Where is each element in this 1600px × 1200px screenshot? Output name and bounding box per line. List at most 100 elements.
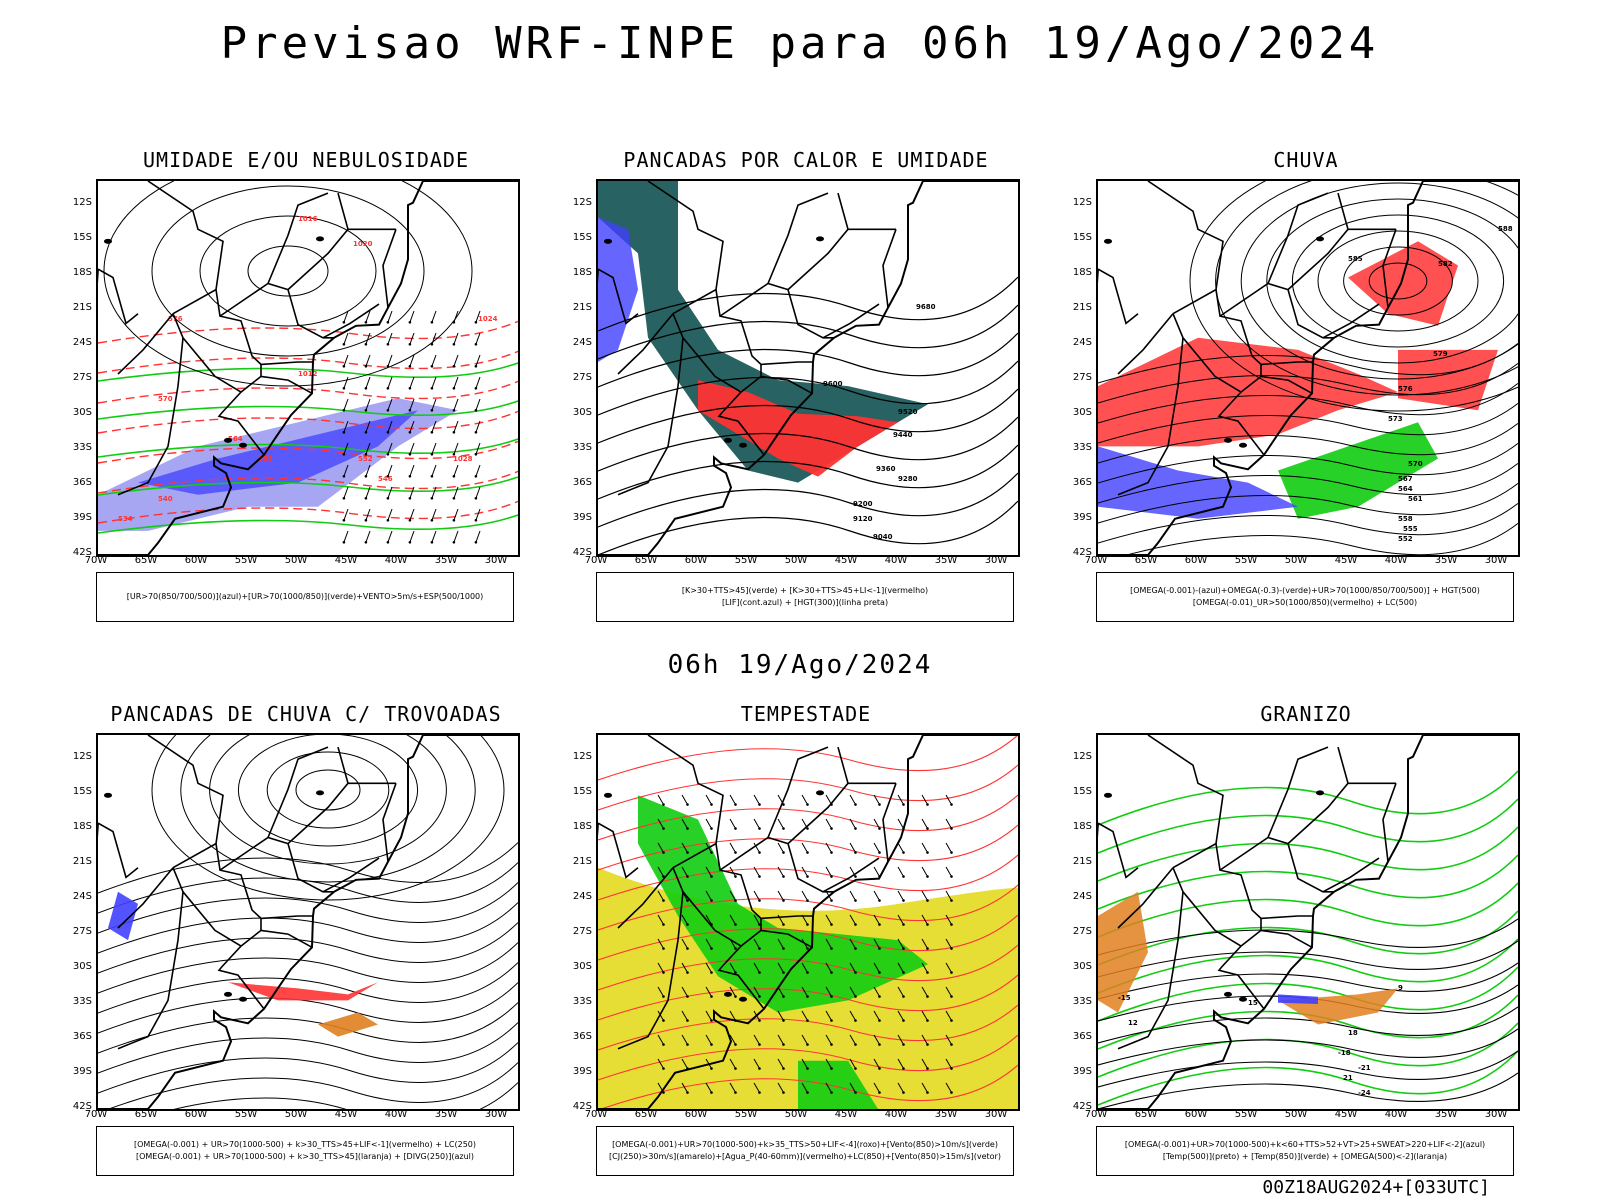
longitude-tick-label: 30W [984, 1109, 1008, 1120]
latitude-tick-label: 24S [572, 337, 592, 348]
contour-label: 1028 [453, 455, 473, 463]
contour-label: 21 [1343, 1074, 1353, 1082]
latitude-tick-label: 39S [1072, 512, 1092, 523]
legend-line: [UR>70(850/700/500)](azul)+[UR>70(1000/8… [126, 592, 484, 601]
latitude-tick-label: 27S [1072, 926, 1092, 937]
mid-title: 06h 19/Ago/2024 [667, 650, 933, 680]
latitude-tick-label: 39S [572, 1066, 592, 1077]
contour-label: 573 [1388, 415, 1403, 423]
longitude-tick-label: 40W [884, 555, 908, 566]
latitude-tick-label: 42S [572, 547, 592, 558]
latitude-tick-label: 12S [72, 751, 92, 762]
latitude-tick-label: 30S [72, 407, 92, 418]
weather-map: 1016 1020 1024 1028 1012 576 570 564 558 552 546 54… [96, 179, 520, 557]
map-canvas [98, 735, 518, 1109]
map-canvas: -15 -18 -21 -24 9 12 15 18 21 [1098, 735, 1518, 1109]
legend-line: [OMEGA(-0.001)-(azul)+OMEGA(-0.3)-(verde… [1130, 586, 1480, 595]
legend-line: [K>30+TTS>45](verde) + [K>30+TTS>45+LI<-… [681, 586, 929, 595]
contour-label: 9120 [853, 515, 873, 523]
latitude-tick-label: 30S [1072, 961, 1092, 972]
contour-label: 555 [1403, 525, 1418, 533]
legend-box: [K>30+TTS>45](verde) + [K>30+TTS>45+LI<-… [596, 572, 1014, 622]
longitude-tick-label: 35W [934, 555, 958, 566]
longitude-tick-label: 30W [484, 1109, 508, 1120]
legend-box: [OMEGA(-0.001)+UR>70(1000-500)+k<60+TTS>… [1096, 1126, 1514, 1176]
latitude-tick-label: 15S [1072, 232, 1092, 243]
latitude-tick-label: 36S [572, 477, 592, 488]
latitude-tick-label: 42S [72, 1101, 92, 1112]
contour-label: 564 [1398, 485, 1413, 493]
longitude-tick-label: 50W [1284, 1109, 1308, 1120]
contour-label: 1020 [353, 240, 373, 248]
map-canvas: 588 585 582 579 576 573 570 567 564 561 558 555 552 [1098, 181, 1518, 555]
latitude-tick-label: 24S [1072, 337, 1092, 348]
longitude-tick-label: 50W [784, 555, 808, 566]
longitude-tick-label: 60W [684, 1109, 708, 1120]
contour-label: 558 [258, 455, 273, 463]
longitude-tick-label: 65W [1134, 1109, 1158, 1120]
longitude-tick-label: 30W [484, 555, 508, 566]
latitude-tick-label: 42S [1072, 1101, 1092, 1112]
longitude-tick-label: 55W [1234, 555, 1258, 566]
latitude-tick-label: 15S [72, 232, 92, 243]
latitude-tick-label: 30S [72, 961, 92, 972]
latitude-tick-label: 21S [572, 302, 592, 313]
longitude-tick-label: 65W [134, 555, 158, 566]
contour-label: -15 [1118, 994, 1131, 1002]
panel-title: TEMPESTADE [740, 702, 872, 726]
latitude-tick-label: 18S [572, 821, 592, 832]
longitude-tick-label: 55W [234, 1109, 258, 1120]
longitude-tick-label: 40W [884, 1109, 908, 1120]
latitude-tick-label: 12S [572, 751, 592, 762]
footer-timestamp: 00Z18AUG2024+[033UTC] [1262, 1177, 1490, 1198]
longitude-tick-label: 55W [734, 1109, 758, 1120]
latitude-tick-label: 33S [72, 996, 92, 1007]
latitude-tick-label: 18S [72, 821, 92, 832]
latitude-tick-label: 39S [72, 1066, 92, 1077]
contour-label: 9280 [898, 475, 918, 483]
contour-label: 1016 [298, 215, 318, 223]
contour-label: 15 [1248, 999, 1258, 1007]
latitude-tick-label: 30S [572, 407, 592, 418]
latitude-tick-label: 27S [572, 372, 592, 383]
longitude-tick-label: 55W [234, 555, 258, 566]
latitude-tick-label: 18S [1072, 267, 1092, 278]
contour-label: 585 [1348, 255, 1363, 263]
contour-label: 579 [1433, 350, 1448, 358]
latitude-tick-label: 12S [72, 197, 92, 208]
contour-label: 9200 [853, 500, 873, 508]
latitude-tick-label: 15S [72, 786, 92, 797]
legend-box: [OMEGA(-0.001)-(azul)+OMEGA(-0.3)-(verde… [1096, 572, 1514, 622]
contour-label: 9040 [873, 533, 893, 541]
contour-label: 588 [1498, 225, 1513, 233]
longitude-tick-label: 45W [1334, 555, 1358, 566]
contour-label: 570 [158, 395, 173, 403]
latitude-tick-label: 21S [572, 856, 592, 867]
latitude-tick-label: 24S [72, 891, 92, 902]
contour-label: 1024 [478, 315, 498, 323]
latitude-tick-label: 39S [1072, 1066, 1092, 1077]
latitude-tick-label: 36S [72, 477, 92, 488]
contour-label: 534 [118, 515, 133, 523]
panel-title: PANCADAS POR CALOR E UMIDADE [623, 148, 989, 172]
longitude-tick-label: 60W [1184, 555, 1208, 566]
longitude-tick-label: 50W [284, 555, 308, 566]
contour-label: 567 [1398, 475, 1413, 483]
latitude-tick-label: 24S [572, 891, 592, 902]
panel-title: GRANIZO [1260, 702, 1352, 726]
latitude-tick-label: 12S [572, 197, 592, 208]
longitude-tick-label: 60W [1184, 1109, 1208, 1120]
longitude-tick-label: 30W [1484, 1109, 1508, 1120]
legend-line: [OMEGA(-0.01)_UR>50(1000/850)(vermelho) … [1192, 598, 1418, 607]
contour-label: 576 [1398, 385, 1413, 393]
longitude-tick-label: 45W [334, 555, 358, 566]
longitude-tick-label: 65W [1134, 555, 1158, 566]
latitude-tick-label: 21S [1072, 856, 1092, 867]
longitude-tick-label: 35W [434, 1109, 458, 1120]
latitude-tick-label: 30S [1072, 407, 1092, 418]
contour-label: 564 [228, 435, 243, 443]
panel-title: PANCADAS DE CHUVA C/ TROVOADAS [110, 702, 502, 726]
longitude-tick-label: 70W [84, 1109, 108, 1120]
legend-line: [CJ(250)>30m/s](amarelo)+[Agua_P(40-60mm… [609, 1152, 1001, 1161]
